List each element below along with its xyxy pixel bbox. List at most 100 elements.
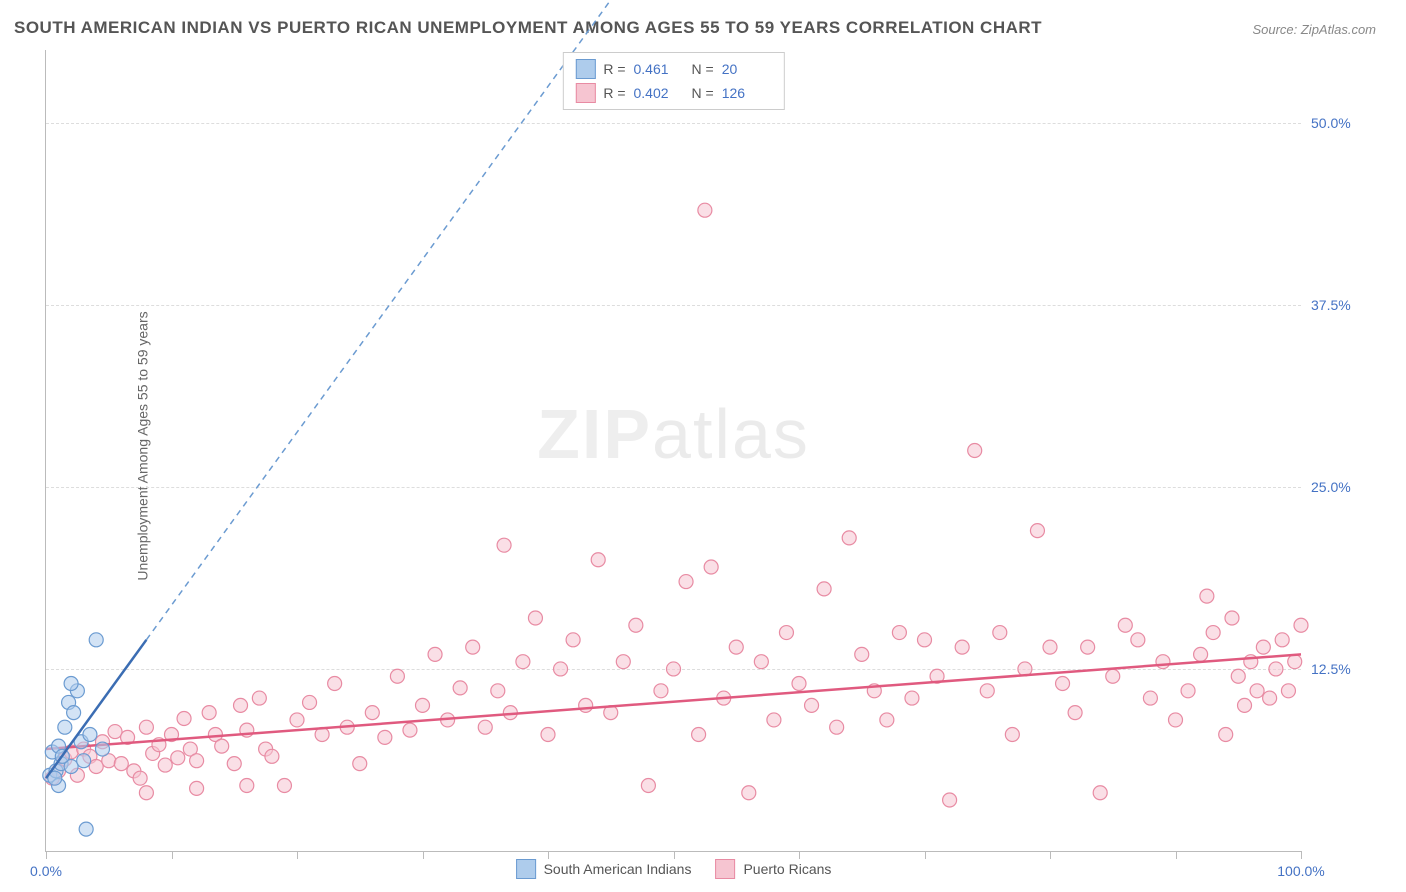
y-tick-label: 37.5% [1311,297,1371,313]
scatter-point [1093,786,1107,800]
scatter-point [1225,611,1239,625]
scatter-point [1156,655,1170,669]
scatter-point [616,655,630,669]
scatter-point [980,684,994,698]
scatter-point [1200,589,1214,603]
scatter-point [353,757,367,771]
y-tick-label: 12.5% [1311,661,1371,677]
scatter-point [968,444,982,458]
swatch-series-0 [575,59,595,79]
legend-label-0: South American Indians [544,861,692,877]
scatter-point [1194,647,1208,661]
scatter-point [1294,618,1308,632]
legend-swatch-1 [715,859,735,879]
scatter-point [654,684,668,698]
scatter-point [1106,669,1120,683]
x-tick [1176,851,1177,859]
scatter-point [641,778,655,792]
scatter-point [1263,691,1277,705]
scatter-point [667,662,681,676]
y-tick-label: 25.0% [1311,479,1371,495]
legend-label-1: Puerto Ricans [743,861,831,877]
scatter-point [277,778,291,792]
stat-r-value-1: 0.402 [634,85,684,101]
y-tick-label: 50.0% [1311,115,1371,131]
scatter-point [79,822,93,836]
scatter-point [1219,727,1233,741]
scatter-point [240,778,254,792]
x-tick [799,851,800,859]
stats-legend-box: R = 0.461 N = 20 R = 0.402 N = 126 [562,52,784,110]
scatter-point [1250,684,1264,698]
scatter-point [817,582,831,596]
x-tick [1050,851,1051,859]
legend-item-1: Puerto Ricans [715,859,831,879]
scatter-point [1143,691,1157,705]
scatter-point [453,681,467,695]
stat-n-label: N = [692,61,714,77]
stat-n-value-0: 20 [722,61,772,77]
stat-r-value-0: 0.461 [634,61,684,77]
scatter-point [1269,662,1283,676]
stat-r-label: R = [603,61,625,77]
scatter-point [114,757,128,771]
x-tick [297,851,298,859]
scatter-point [767,713,781,727]
scatter-point [892,626,906,640]
x-tick [1301,851,1302,859]
scatter-point [478,720,492,734]
scatter-point [428,647,442,661]
scatter-point [692,727,706,741]
chart-container: ZIPatlas 12.5%25.0%37.5%50.0% 0.0%100.0%… [45,50,1301,852]
scatter-point [943,793,957,807]
scatter-point [390,669,404,683]
scatter-point [303,695,317,709]
scatter-point [805,698,819,712]
scatter-point [1181,684,1195,698]
scatter-point [158,758,172,772]
scatter-point [89,760,103,774]
scatter-point [177,711,191,725]
scatter-point [779,626,793,640]
scatter-point [955,640,969,654]
x-tick [46,851,47,859]
scatter-point [133,771,147,785]
scatter-point [497,538,511,552]
scatter-point [89,633,103,647]
scatter-point [742,786,756,800]
scatter-point [95,742,109,756]
source-attribution: Source: ZipAtlas.com [1252,22,1376,37]
bottom-legend: South American Indians Puerto Ricans [516,859,832,879]
scatter-point [190,781,204,795]
scatter-point [842,531,856,545]
scatter-point [855,647,869,661]
scatter-point [365,706,379,720]
scatter-point [1231,669,1245,683]
legend-swatch-0 [516,859,536,879]
scatter-point [1131,633,1145,647]
x-tick-label: 100.0% [1277,863,1324,879]
x-tick [548,851,549,859]
scatter-point [1068,706,1082,720]
scatter-point [328,677,342,691]
scatter-point [378,730,392,744]
scatter-point [466,640,480,654]
scatter-point [679,575,693,589]
scatter-point [729,640,743,654]
scatter-point [108,725,122,739]
scatter-point [190,754,204,768]
scatter-point [227,757,241,771]
stat-n-label: N = [692,85,714,101]
scatter-point [1256,640,1270,654]
scatter-point [403,723,417,737]
scatter-point [252,691,266,705]
scatter-point [83,727,97,741]
scatter-point [541,727,555,741]
plot-area: ZIPatlas 12.5%25.0%37.5%50.0% 0.0%100.0%… [45,50,1301,852]
scatter-point [290,713,304,727]
scatter-point [139,786,153,800]
swatch-series-1 [575,83,595,103]
scatter-point [554,662,568,676]
scatter-point [77,754,91,768]
legend-item-0: South American Indians [516,859,692,879]
